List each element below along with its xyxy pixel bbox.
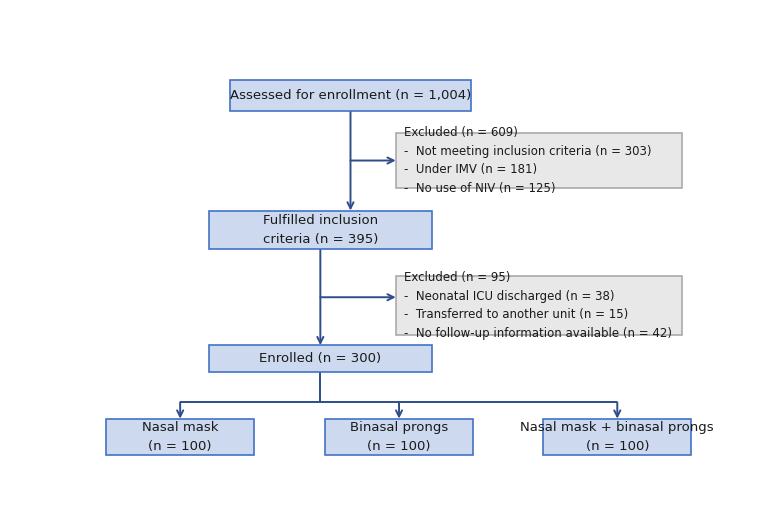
Text: Fulfilled inclusion
criteria (n = 395): Fulfilled inclusion criteria (n = 395) — [263, 214, 378, 245]
Text: Nasal mask
(n = 100): Nasal mask (n = 100) — [142, 421, 219, 453]
FancyBboxPatch shape — [209, 345, 432, 372]
FancyBboxPatch shape — [107, 419, 254, 455]
Text: Excluded (n = 609)
-  Not meeting inclusion criteria (n = 303)
-  Under IMV (n =: Excluded (n = 609) - Not meeting inclusi… — [404, 126, 651, 195]
FancyBboxPatch shape — [325, 419, 473, 455]
Text: Enrolled (n = 300): Enrolled (n = 300) — [259, 352, 381, 365]
Text: Binasal prongs
(n = 100): Binasal prongs (n = 100) — [350, 421, 448, 453]
FancyBboxPatch shape — [396, 276, 682, 335]
FancyBboxPatch shape — [396, 133, 682, 188]
FancyBboxPatch shape — [209, 210, 432, 249]
FancyBboxPatch shape — [543, 419, 691, 455]
FancyBboxPatch shape — [230, 80, 471, 111]
Text: Assessed for enrollment (n = 1,004): Assessed for enrollment (n = 1,004) — [230, 89, 471, 102]
Text: Excluded (n = 95)
-  Neonatal ICU discharged (n = 38)
-  Transferred to another : Excluded (n = 95) - Neonatal ICU dischar… — [404, 271, 671, 340]
Text: Nasal mask + binasal prongs
(n = 100): Nasal mask + binasal prongs (n = 100) — [520, 421, 714, 453]
